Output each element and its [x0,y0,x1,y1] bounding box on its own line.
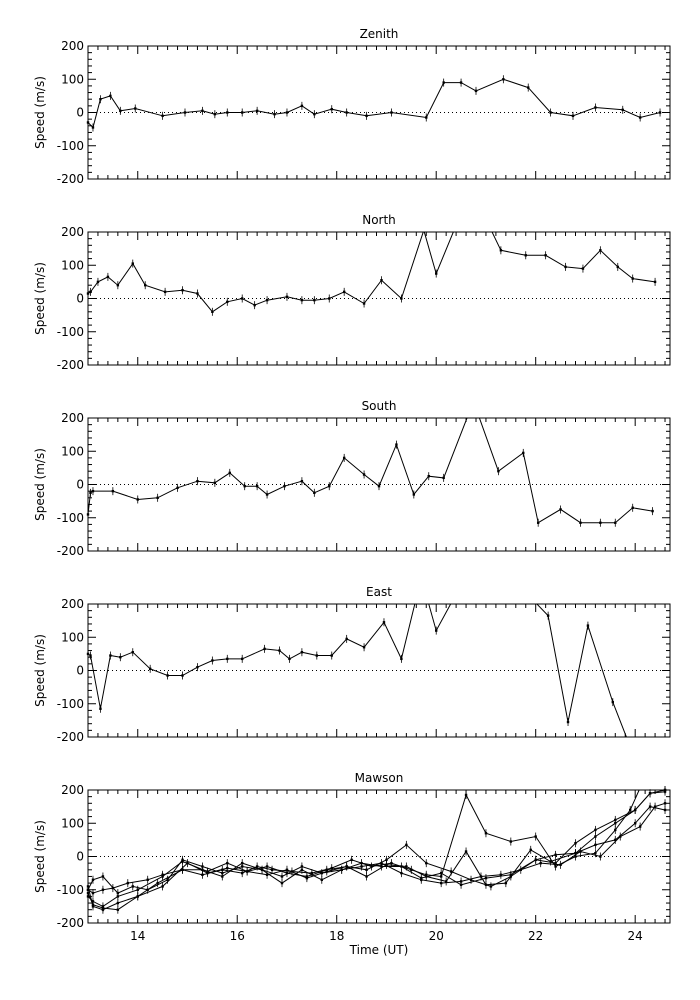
y-tick-label: -100 [57,697,84,711]
y-tick-label: 200 [61,783,84,797]
panel-title: South [362,399,397,413]
panel-title: North [362,213,396,227]
panel-east: East Speed (m/s) 200 100 0 -100 -200 [33,585,671,744]
panel-mawson: Mawson Speed (m/s) 200 100 0 -100 -200 [33,771,671,930]
plot-frame [87,231,671,366]
y-tick-label: -200 [57,916,84,930]
y-axis-label: Speed (m/s) [33,634,47,707]
y-axis-label: Speed (m/s) [33,820,47,893]
series-line-4 [88,806,666,911]
series-line-1 [88,232,656,313]
plot-frame [87,789,671,924]
plot-frame [87,603,671,738]
y-tick-label: -100 [57,511,84,525]
y-tick-label: 100 [61,630,84,644]
panel-south: South Speed (m/s) 200 100 0 -100 -200 [33,399,671,558]
y-tick-label: 0 [76,664,84,678]
y-tick-label: 100 [61,72,84,86]
x-tick-label: 22 [528,929,543,943]
y-tick-label: -200 [57,358,84,372]
series-line-1 [88,604,627,737]
y-tick-label: -200 [57,544,84,558]
y-tick-label: 0 [76,292,84,306]
y-tick-label: 100 [61,816,84,830]
series-line-2 [88,791,666,907]
y-axis-label: Speed (m/s) [33,262,47,335]
panel-zenith: Zenith Speed (m/s) 200 100 0 -100 -200 [33,27,671,186]
y-tick-label: 0 [76,850,84,864]
x-axis-label: Time (UT) [349,943,409,957]
y-tick-label: -100 [57,883,84,897]
y-tick-label: -200 [57,172,84,186]
y-axis-label: Speed (m/s) [33,76,47,149]
y-tick-label: -200 [57,730,84,744]
panel-title: Mawson [355,771,404,785]
series-line-1 [88,78,661,129]
x-tick-label: 16 [230,929,245,943]
panel-north: North Speed (m/s) 200 100 0 -100 -200 [33,213,671,372]
series-line-1 [88,418,653,524]
panel-title: East [366,585,392,599]
y-tick-label: -100 [57,325,84,339]
y-tick-label: 100 [61,444,84,458]
y-tick-label: 0 [76,106,84,120]
y-tick-label: 200 [61,411,84,425]
y-tick-label: 200 [61,225,84,239]
series-line-3 [88,790,666,911]
x-tick-label: 24 [628,929,643,943]
y-tick-label: -100 [57,139,84,153]
y-axis-label: Speed (m/s) [33,448,47,521]
x-tick-label: 18 [329,929,344,943]
panel-title: Zenith [360,27,399,41]
y-tick-label: 0 [76,478,84,492]
y-tick-label: 200 [61,597,84,611]
x-tick-label: 14 [130,929,145,943]
x-tick-label: 20 [429,929,444,943]
series-line-5 [88,802,666,894]
y-tick-label: 200 [61,39,84,53]
y-tick-label: 100 [61,258,84,272]
